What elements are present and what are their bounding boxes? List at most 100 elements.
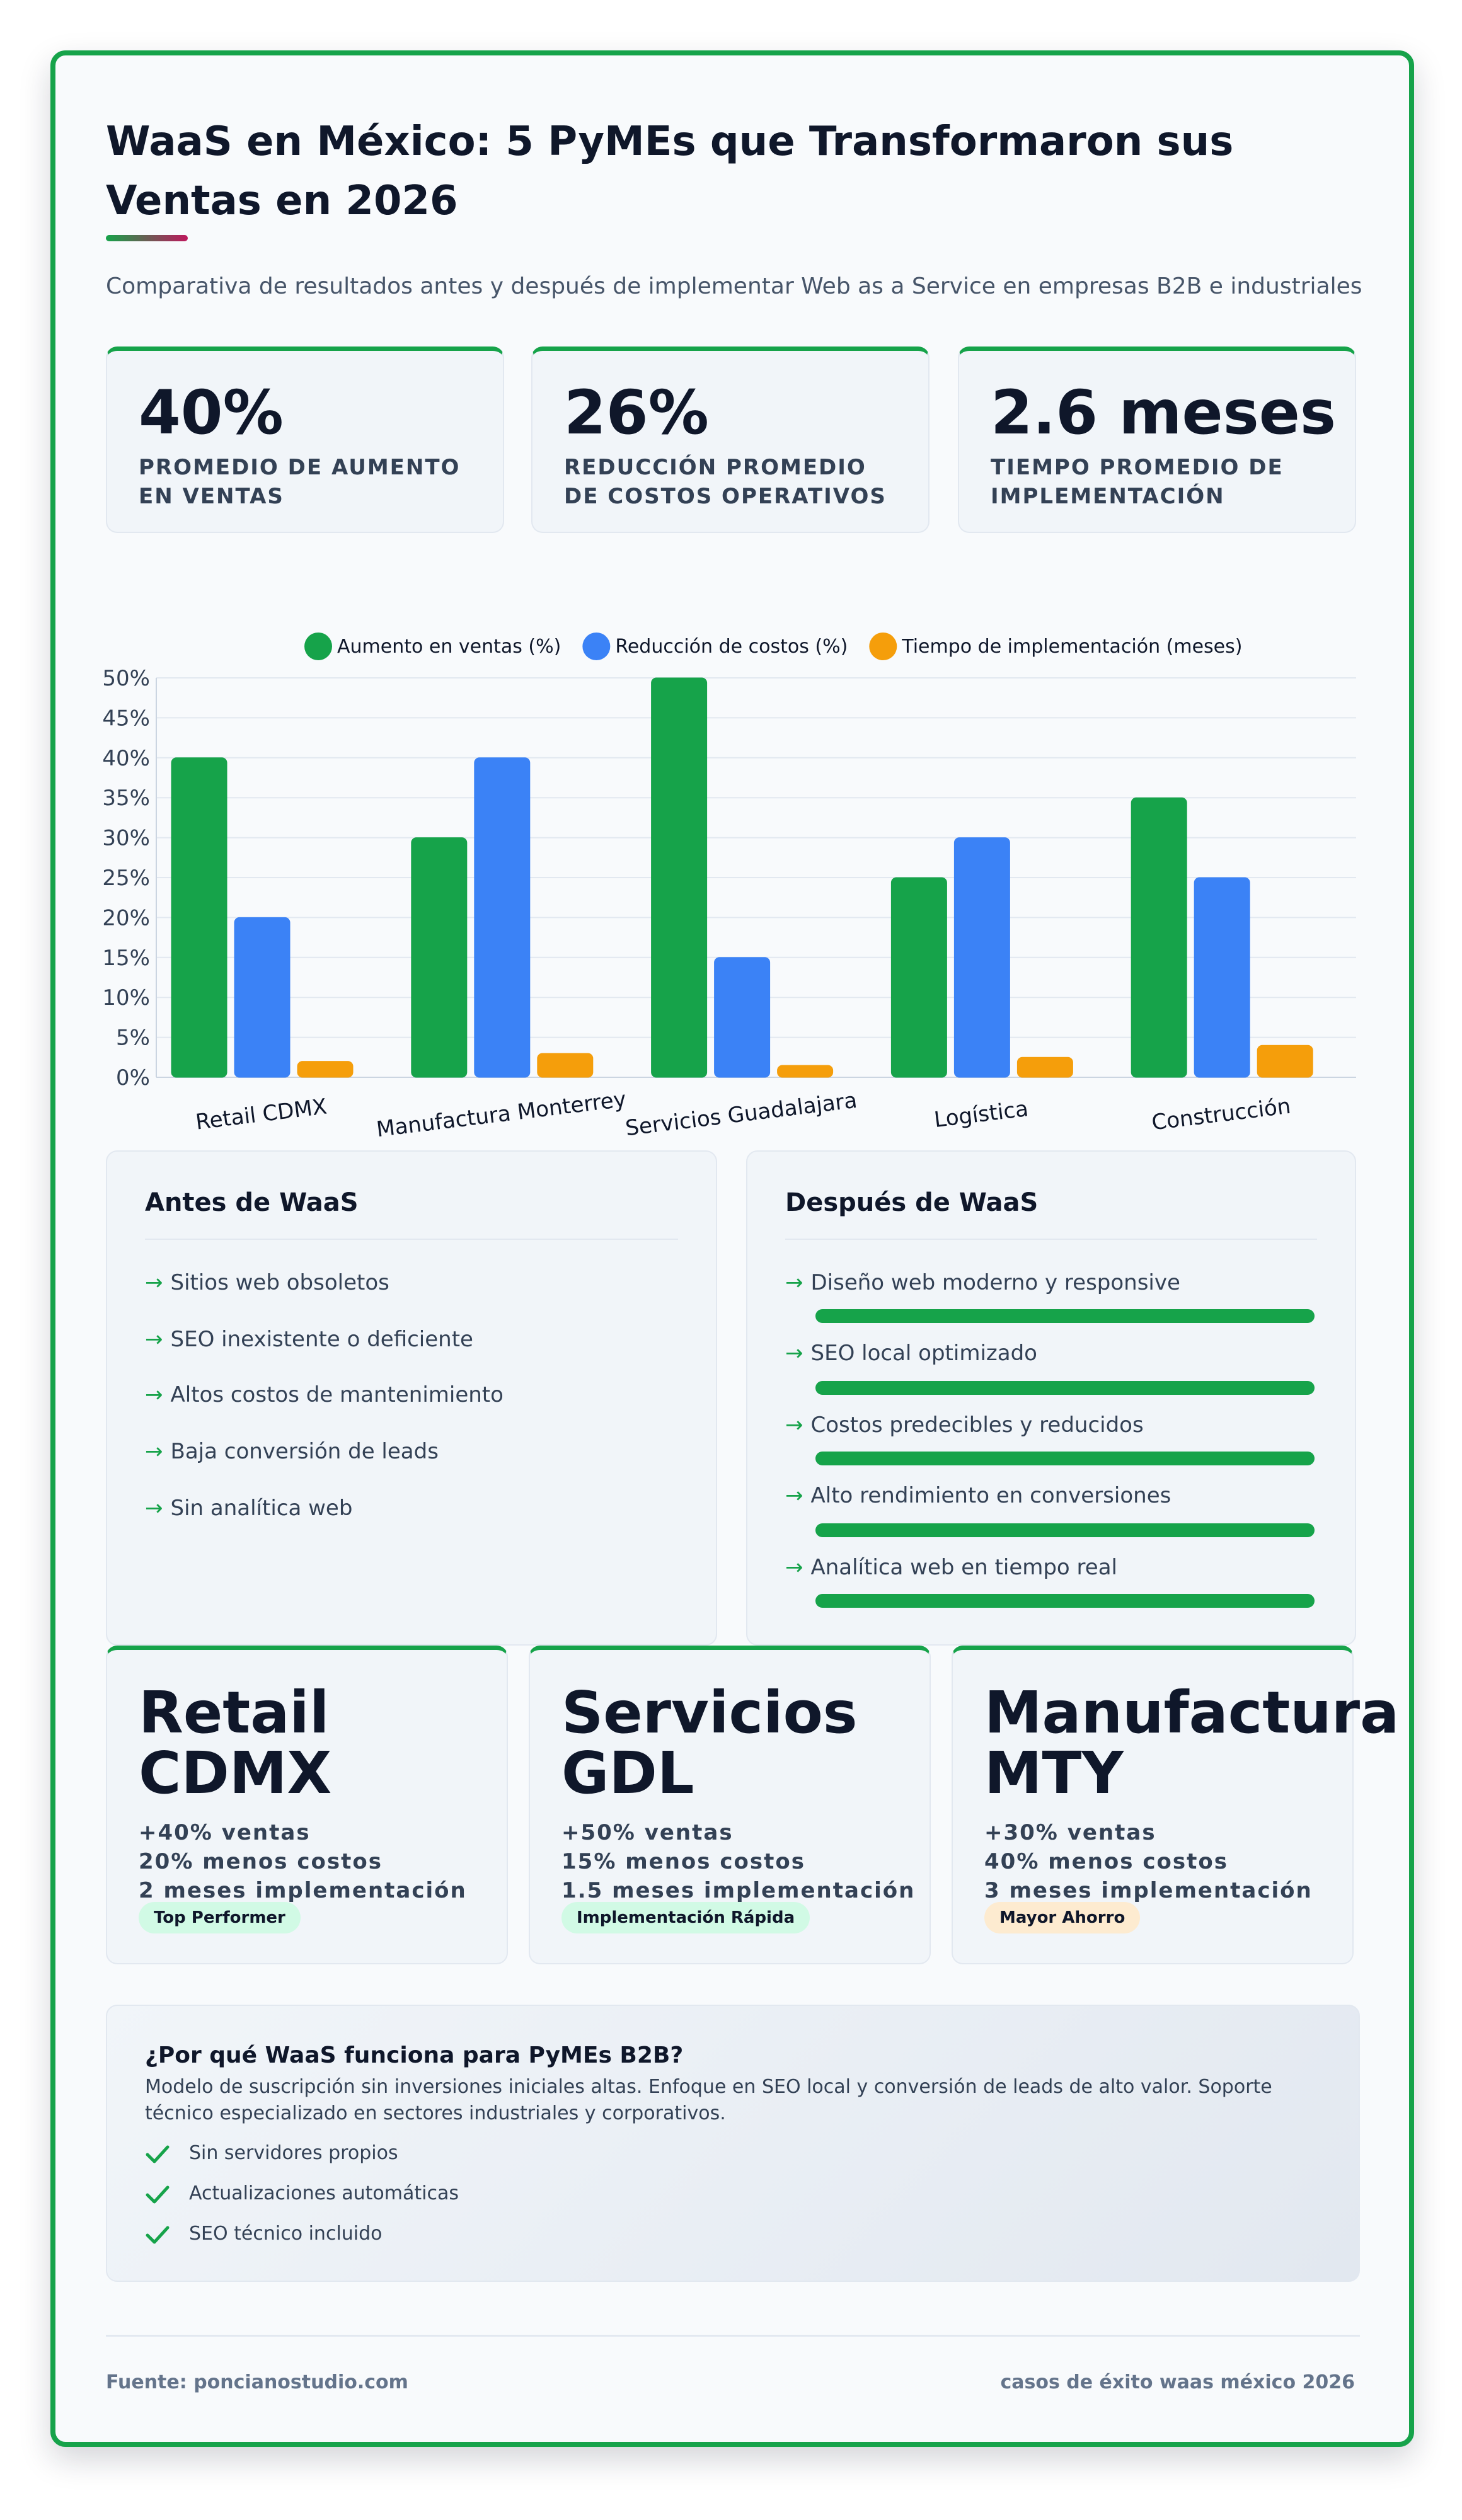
after-title: Después de WaaS	[785, 1188, 1039, 1217]
bar	[1194, 877, 1250, 1078]
after-panel: Después de WaaS → Diseño web moderno y re…	[746, 1150, 1356, 1646]
x-tick-label: Retail CDMX	[194, 1094, 328, 1135]
legend-label: Tiempo de implementación (meses)	[901, 636, 1242, 658]
check-icon	[146, 2145, 170, 2163]
y-tick-label: 30%	[102, 826, 150, 851]
legend-swatch	[582, 633, 611, 660]
after-item: → Costos predecibles y reducidos	[785, 1412, 1144, 1438]
after-item-label: SEO local optimizado	[810, 1341, 1037, 1366]
x-tick-label: Servicios Guadalajara	[624, 1088, 858, 1142]
before-item-label: SEO inexistente o deficiente	[170, 1327, 473, 1352]
arrow-icon: →	[145, 1382, 163, 1407]
progress-bar	[815, 1381, 1315, 1395]
bar	[890, 877, 947, 1078]
x-tick-label: Manufactura Monterrey	[375, 1087, 628, 1142]
x-tick-label: Logística	[933, 1096, 1030, 1133]
title-accent-bar	[106, 235, 188, 241]
stat-value: 40%	[139, 377, 284, 448]
case-time: 2 meses implementación	[139, 1878, 467, 1903]
stat-value: 2.6 meses	[991, 377, 1337, 448]
after-item-label: Diseño web moderno y responsive	[810, 1270, 1180, 1295]
case-sales: +30% ventas	[984, 1820, 1156, 1845]
infographic-card: WaaS en México: 5 PyMEs que Transformaro…	[50, 50, 1414, 2447]
divider	[785, 1239, 1317, 1240]
before-item: → Baja conversión de leads	[145, 1439, 439, 1464]
arrow-icon: →	[145, 1496, 163, 1521]
progress-bar	[815, 1309, 1315, 1323]
y-tick-label: 35%	[102, 786, 150, 811]
arrow-icon: →	[145, 1439, 163, 1464]
bar	[651, 677, 708, 1078]
after-item: → Alto rendimiento en conversiones	[785, 1483, 1171, 1508]
page-title: WaaS en México: 5 PyMEs que Transformaro…	[106, 118, 1234, 224]
case-card-retail: Retail CDMX +40% ventas 20% menos costos …	[106, 1646, 508, 1964]
status-badge: Mayor Ahorro	[984, 1902, 1141, 1933]
y-tick-label: 25%	[102, 866, 150, 891]
footer-tag: casos de éxito waas méxico 2026	[1000, 2371, 1355, 2393]
case-costs: 15% menos costos	[561, 1849, 805, 1874]
arrow-icon: →	[145, 1270, 163, 1295]
case-sales: +40% ventas	[139, 1820, 311, 1845]
case-time: 3 meses implementación	[984, 1878, 1313, 1903]
progress-bar	[815, 1594, 1315, 1608]
legend-label: Reducción de costos (%)	[615, 636, 848, 658]
after-item: → SEO local optimizado	[785, 1341, 1037, 1366]
case-costs: 20% menos costos	[139, 1849, 383, 1874]
after-item: → Analítica web en tiempo real	[785, 1555, 1117, 1580]
legend-swatch	[869, 633, 897, 660]
case-card-manufactura: Manufactura MTY +30% ventas 40% menos cos…	[952, 1646, 1399, 1964]
before-item-label: Sitios web obsoletos	[170, 1270, 389, 1295]
why-title: ¿Por qué WaaS funciona para PyMEs B2B?	[145, 2042, 684, 2068]
bar	[1257, 1045, 1313, 1078]
bar	[171, 757, 227, 1078]
before-item-label: Altos costos de mantenimiento	[170, 1382, 504, 1407]
before-item-label: Sin analítica web	[170, 1496, 353, 1521]
divider	[145, 1239, 678, 1240]
before-title: Antes de WaaS	[145, 1188, 359, 1217]
bar	[777, 1065, 834, 1078]
after-item: → Diseño web moderno y responsive	[785, 1270, 1180, 1295]
y-tick-label: 50%	[102, 666, 150, 691]
legend-label: Aumento en ventas (%)	[337, 636, 561, 658]
before-item-label: Baja conversión de leads	[170, 1439, 439, 1464]
bar	[297, 1061, 354, 1078]
stat-label: Reducción promedio de costos operativos	[564, 455, 887, 509]
stat-value: 26%	[564, 377, 709, 448]
before-item: → SEO inexistente o deficiente	[145, 1327, 473, 1352]
before-item: → Altos costos de mantenimiento	[145, 1382, 504, 1407]
footer-source: Fuente: poncianostudio.com	[106, 2371, 408, 2393]
y-tick-label: 5%	[116, 1026, 150, 1051]
status-badge: Implementación Rápida	[561, 1902, 810, 1933]
case-name: Manufactura MTY	[984, 1679, 1400, 1807]
arrow-icon: →	[785, 1341, 803, 1366]
before-panel: Antes de WaaS → Sitios web obsoletos → SEO…	[106, 1150, 717, 1646]
check-label: Sin servidores propios	[189, 2142, 398, 2164]
arrow-icon: →	[145, 1327, 163, 1352]
footer-divider	[106, 2335, 1360, 2337]
check-icon	[146, 2226, 170, 2244]
case-name: Servicios GDL	[561, 1679, 858, 1807]
bar	[953, 837, 1010, 1078]
arrow-icon: →	[785, 1555, 803, 1580]
arrow-icon: →	[785, 1270, 803, 1295]
y-tick-label: 40%	[102, 746, 150, 771]
case-sales: +50% ventas	[561, 1820, 734, 1845]
case-name: Retail CDMX	[139, 1679, 332, 1807]
stat-card-time: 2.6 meses Tiempo promedio de implementac…	[958, 346, 1356, 533]
check-icon	[146, 2185, 170, 2204]
page-subtitle: Comparativa de resultados antes y despué…	[106, 273, 1362, 299]
check-label: SEO técnico incluido	[189, 2223, 383, 2245]
legend-swatch	[304, 633, 332, 660]
arrow-icon: →	[785, 1483, 803, 1508]
stat-card-sales: 40% Promedio de aumento en ventas	[106, 346, 504, 533]
bar	[714, 957, 771, 1078]
check-label: Actualizaciones automáticas	[189, 2182, 459, 2204]
y-tick-label: 45%	[102, 706, 150, 731]
arrow-icon: →	[785, 1412, 803, 1438]
bar-chart: 0% 5% 10% 15% 20% 25% 30% 35% 40% 45% 50% Aumento e…	[102, 633, 1356, 1142]
before-item: → Sin analítica web	[145, 1496, 352, 1521]
why-text: Modelo de suscripción sin inversiones in…	[145, 2076, 1272, 2124]
y-tick-label: 10%	[102, 985, 150, 1011]
bar	[537, 1053, 594, 1078]
y-tick-label: 15%	[102, 946, 150, 971]
